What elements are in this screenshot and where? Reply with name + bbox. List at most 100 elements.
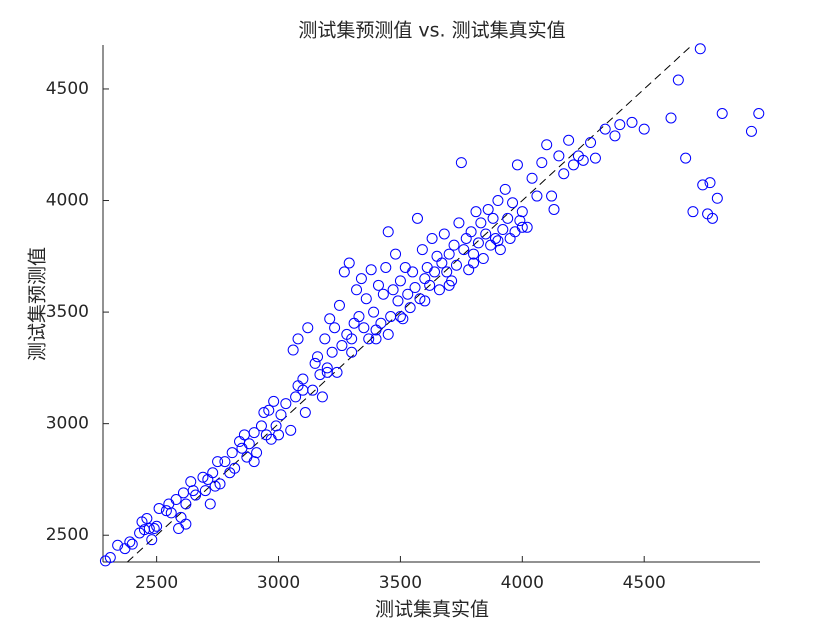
point xyxy=(541,139,553,151)
point xyxy=(382,328,394,340)
point xyxy=(419,273,431,285)
point xyxy=(460,232,472,244)
point xyxy=(214,478,226,490)
point xyxy=(287,344,299,356)
point xyxy=(385,311,397,323)
point xyxy=(292,333,304,345)
point xyxy=(297,384,309,396)
point xyxy=(290,391,302,403)
point xyxy=(199,485,211,497)
point xyxy=(477,253,489,265)
point xyxy=(273,429,285,441)
point xyxy=(414,293,426,305)
point xyxy=(326,346,338,358)
point xyxy=(268,395,280,407)
point xyxy=(387,284,399,296)
point xyxy=(614,119,626,131)
point xyxy=(711,192,723,204)
point xyxy=(275,409,287,421)
point xyxy=(353,311,365,323)
point xyxy=(151,520,163,532)
point xyxy=(672,74,684,86)
point xyxy=(355,273,367,285)
point xyxy=(553,150,565,162)
point xyxy=(394,311,406,323)
point xyxy=(153,502,165,514)
point xyxy=(319,333,331,345)
point xyxy=(392,295,404,307)
point xyxy=(285,424,297,436)
point xyxy=(124,536,136,548)
point xyxy=(665,112,677,124)
point xyxy=(251,447,263,459)
y-tick-label: 4000 xyxy=(46,191,89,211)
point xyxy=(180,498,192,510)
point xyxy=(112,539,124,551)
point xyxy=(443,248,455,260)
point xyxy=(494,244,506,256)
point xyxy=(363,333,375,345)
point xyxy=(397,313,409,325)
point xyxy=(419,295,431,307)
point xyxy=(402,288,414,300)
point xyxy=(219,456,231,468)
chart-title: 测试集预测值 vs. 测试集真实值 xyxy=(298,20,565,42)
point xyxy=(241,451,253,463)
point xyxy=(390,248,402,260)
point xyxy=(438,228,450,240)
point xyxy=(165,507,177,519)
point xyxy=(170,494,182,506)
point xyxy=(516,206,528,218)
point xyxy=(516,221,528,233)
point xyxy=(399,261,411,273)
point xyxy=(280,398,292,410)
point xyxy=(468,257,480,269)
point xyxy=(197,471,209,483)
point xyxy=(338,266,350,278)
point xyxy=(316,391,328,403)
point xyxy=(370,333,382,345)
point xyxy=(504,232,516,244)
point xyxy=(448,239,460,251)
point xyxy=(360,293,372,305)
point xyxy=(706,212,718,224)
point xyxy=(148,523,160,535)
point xyxy=(141,512,153,524)
point xyxy=(346,333,358,345)
point xyxy=(358,322,370,334)
point xyxy=(236,442,248,454)
point xyxy=(492,235,504,247)
point xyxy=(704,177,716,189)
y-tick-label: 3500 xyxy=(46,302,89,322)
point xyxy=(626,116,638,128)
point xyxy=(558,168,570,180)
point xyxy=(346,346,358,358)
x-tick-label: 2500 xyxy=(135,573,178,593)
point xyxy=(407,266,419,278)
point xyxy=(455,157,467,169)
point xyxy=(180,518,192,530)
point xyxy=(143,523,155,535)
point xyxy=(745,125,757,137)
point xyxy=(333,299,345,311)
point xyxy=(453,217,465,229)
point xyxy=(492,195,504,207)
point xyxy=(431,250,443,262)
point xyxy=(302,322,314,334)
point xyxy=(426,232,438,244)
point xyxy=(204,498,216,510)
point xyxy=(258,407,270,419)
point xyxy=(372,279,384,291)
point xyxy=(475,217,487,229)
point xyxy=(175,511,187,523)
point xyxy=(609,130,621,142)
point xyxy=(207,467,219,479)
point xyxy=(511,159,523,171)
point xyxy=(163,498,175,510)
point xyxy=(365,264,377,276)
point xyxy=(248,427,260,439)
point xyxy=(368,306,380,318)
point xyxy=(343,257,355,269)
